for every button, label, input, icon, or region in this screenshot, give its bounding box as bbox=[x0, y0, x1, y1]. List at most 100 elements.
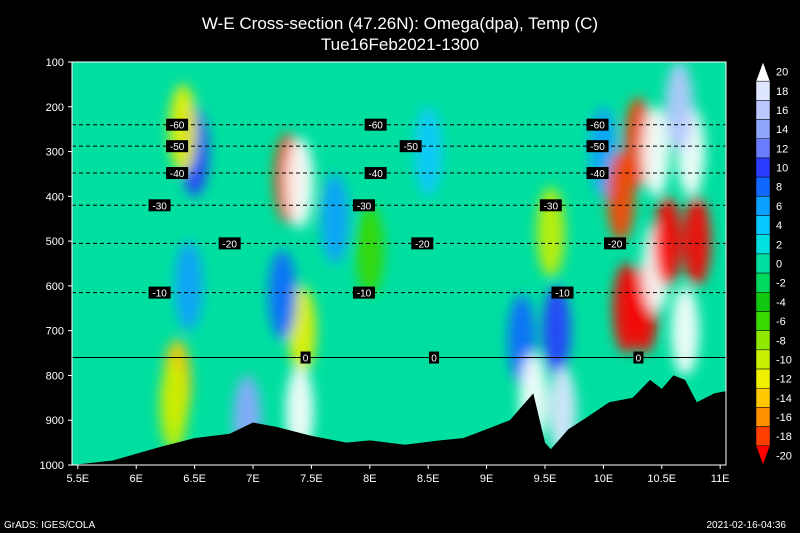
temp-contour-label: -10 bbox=[551, 286, 574, 300]
omega-cell bbox=[542, 285, 571, 376]
label-box bbox=[539, 199, 562, 212]
colorbar-swatch bbox=[755, 272, 771, 293]
temp-contour-label: 0 bbox=[633, 351, 644, 365]
colorbar-label: -6 bbox=[776, 316, 786, 328]
omega-cell bbox=[174, 240, 203, 331]
contour-label-text: -20 bbox=[608, 239, 623, 250]
terrain bbox=[72, 375, 726, 465]
x-tick-label: 10E bbox=[594, 473, 614, 485]
omega-cell bbox=[682, 196, 711, 287]
colorbar-label: -12 bbox=[776, 374, 792, 386]
contour-label-text: -40 bbox=[368, 169, 383, 180]
label-box bbox=[586, 140, 609, 153]
y-tick-label: 900 bbox=[46, 415, 64, 427]
x-tick-label: 6.5E bbox=[183, 473, 206, 485]
temp-contour-label: -10 bbox=[148, 286, 171, 300]
y-tick-label: 800 bbox=[46, 370, 64, 382]
temp-contour-label: 0 bbox=[300, 351, 311, 365]
contour-label-text: -50 bbox=[403, 142, 418, 153]
temp-contour-label: -50 bbox=[166, 140, 189, 153]
colorbar-swatch bbox=[755, 407, 771, 427]
contour-label-text: -10 bbox=[357, 289, 372, 300]
label-box bbox=[166, 140, 189, 153]
colorbar-swatch bbox=[755, 387, 771, 408]
omega-cell bbox=[320, 173, 349, 264]
colorbar-label: 12 bbox=[776, 143, 788, 155]
contour-label-text: -10 bbox=[152, 289, 167, 300]
colorbar-label: -4 bbox=[776, 297, 786, 309]
omega-cell bbox=[285, 137, 314, 228]
colorbar-label: -20 bbox=[776, 450, 792, 462]
omega-cell bbox=[641, 106, 670, 197]
temp-contour-label: -30 bbox=[148, 199, 171, 212]
omega-cell bbox=[414, 106, 443, 197]
contour-label-text: -60 bbox=[590, 121, 605, 132]
colorbar-swatch bbox=[755, 349, 771, 370]
contour-label-text: 0 bbox=[431, 354, 437, 365]
label-box bbox=[399, 140, 422, 153]
colorbar-swatch bbox=[755, 292, 771, 312]
label-box bbox=[604, 237, 627, 250]
temp-contour-label: -60 bbox=[166, 118, 189, 132]
label-box bbox=[364, 167, 387, 180]
temp-contour-label: -10 bbox=[352, 286, 375, 300]
contour-label-text: -30 bbox=[152, 201, 167, 212]
temp-contour-label: -40 bbox=[586, 167, 609, 180]
x-tick-label: 10.5E bbox=[647, 473, 676, 485]
colorbar-label: 2 bbox=[776, 239, 782, 251]
colorbar-label: -8 bbox=[776, 335, 786, 347]
colorbar-swatch bbox=[755, 157, 771, 178]
chart-subtitle: Tue16Feb2021-1300 bbox=[320, 35, 480, 54]
colorbar-cap-bottom bbox=[755, 445, 771, 466]
colorbar-swatch bbox=[755, 196, 771, 216]
temp-contour-label: -40 bbox=[166, 167, 189, 180]
label-box bbox=[364, 118, 387, 131]
label-box bbox=[148, 199, 171, 212]
colorbar-label: 20 bbox=[776, 67, 788, 79]
label-box bbox=[166, 167, 189, 180]
x-tick-label: 7.5E bbox=[300, 473, 323, 485]
omega-cell bbox=[268, 249, 297, 340]
contour-label-text: -10 bbox=[555, 289, 570, 300]
omega-cell bbox=[606, 151, 635, 242]
colorbar-label: -14 bbox=[776, 393, 792, 405]
colorbar-swatch bbox=[755, 138, 771, 159]
y-tick-label: 600 bbox=[46, 281, 64, 293]
omega-cell bbox=[671, 285, 700, 376]
label-box bbox=[300, 351, 311, 364]
omega-cell bbox=[355, 205, 384, 296]
label-box bbox=[411, 237, 434, 250]
temp-contour-label: -30 bbox=[352, 199, 375, 212]
colorbar-label: 6 bbox=[776, 201, 782, 213]
colorbar-swatch bbox=[755, 234, 771, 255]
colorbar-label: -2 bbox=[776, 278, 786, 290]
colorbar-label: 0 bbox=[776, 259, 782, 271]
contour-label-text: -30 bbox=[544, 201, 559, 212]
colorbar-label: 10 bbox=[776, 163, 788, 175]
contour-label-text: -60 bbox=[368, 121, 383, 132]
temp-contour-label: 0 bbox=[429, 351, 440, 365]
label-box bbox=[429, 351, 440, 364]
contour-label-text: -50 bbox=[590, 142, 605, 153]
colorbar-cap-top bbox=[755, 61, 771, 82]
temp-contour-label: -40 bbox=[364, 167, 387, 180]
contour-label-text: 0 bbox=[303, 354, 309, 365]
label-box bbox=[586, 118, 609, 131]
label-box bbox=[352, 199, 375, 212]
x-tick-label: 6E bbox=[129, 473, 142, 485]
colorbar-label: -16 bbox=[776, 412, 792, 424]
colorbar-swatch bbox=[755, 80, 771, 101]
chart-title: W-E Cross-section (47.26N): Omega(dpa), … bbox=[201, 14, 599, 33]
y-tick-label: 100 bbox=[46, 57, 64, 69]
temp-contour-label: -30 bbox=[539, 199, 562, 212]
colorbar-label: -10 bbox=[776, 354, 792, 366]
label-box bbox=[633, 351, 644, 364]
temp-contour-label: -60 bbox=[364, 118, 387, 132]
y-tick-label: 1000 bbox=[40, 460, 64, 472]
temp-contour-label: -20 bbox=[218, 237, 241, 250]
y-tick-label: 300 bbox=[46, 147, 64, 159]
x-tick-label: 9E bbox=[480, 473, 493, 485]
x-tick-label: 11E bbox=[711, 473, 730, 485]
y-tick-label: 400 bbox=[46, 191, 64, 203]
